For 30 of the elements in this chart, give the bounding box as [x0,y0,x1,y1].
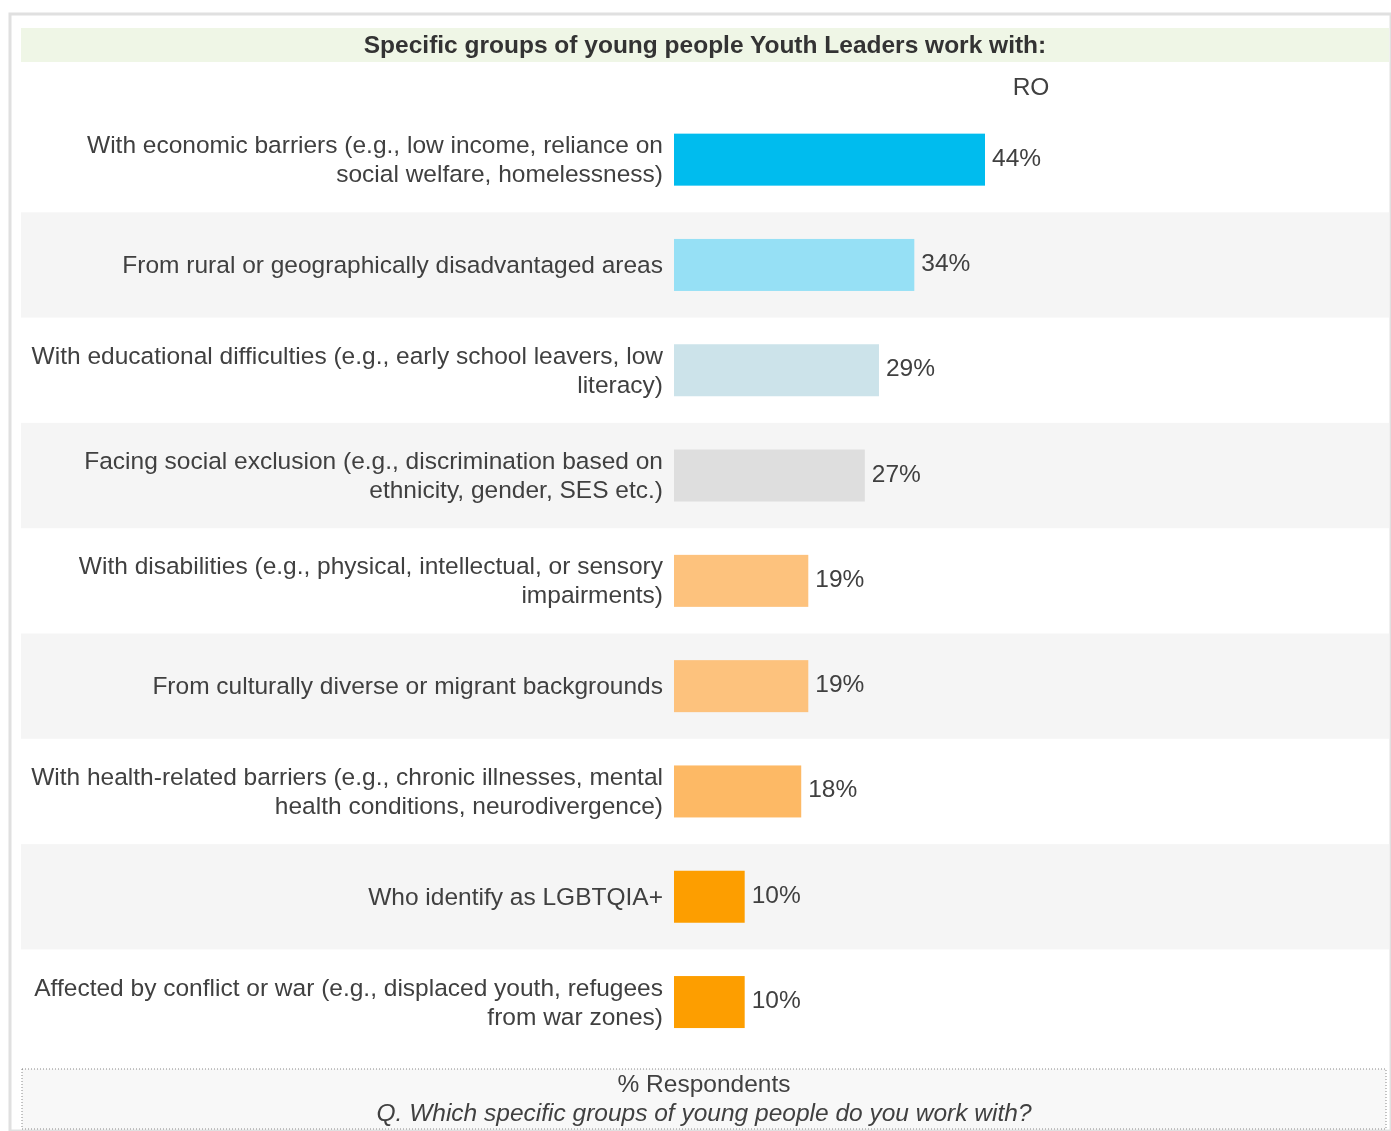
chart-title: Specific groups of young people Youth Leaders work with: [363,31,1047,58]
bar [674,554,809,607]
y-tick-label: From culturally diverse or migrant backgrounds [152,672,663,700]
bar [674,660,809,713]
data-label: 10% [751,880,801,908]
y-tick-label: With economic barriers (e.g., low income, reliance on social welfare, homelessness) [87,131,663,188]
data-label: 29% [885,354,936,382]
data-label: 19% [815,670,865,698]
data-label: 44% [992,143,1042,171]
data-label: 18% [808,775,858,803]
bar [674,976,745,1029]
text: Q. Which specific groups of young people do you work with? [376,1099,1032,1126]
x-axis-title: % Respondents [617,1070,791,1097]
data-label: 19% [815,564,865,592]
y-tick-label: Facing social exclusion (e.g., discrimination based on ethnicity, gender, SES etc.) [84,447,663,504]
y-tick-label: With educational difficulties (e.g., early school leavers, low literacy) [31,341,664,398]
bar [674,765,802,818]
data-label: 27% [871,459,921,487]
data-label: 34% [921,248,971,276]
y-tick-label: With health-related barriers (e.g., chronic illnesses, mental health conditions, neurodivergence) [31,762,663,819]
bar [674,133,985,186]
y-tick-label: With disabilities (e.g., physical, intellectual, or sensory impairments) [78,552,664,609]
bar [674,870,745,923]
bar [674,238,915,291]
y-tick-label: From rural or geographically disadvantaged areas [122,250,663,278]
y-tick-label: Who identify as LGBTQIA+ [368,882,663,910]
y-tick-label: Affected by conflict or war (e.g., displaced youth, refugees from war zones) [34,973,663,1030]
series-label: RO [1012,73,1050,100]
data-label: 10% [751,986,801,1014]
bar [674,344,879,397]
